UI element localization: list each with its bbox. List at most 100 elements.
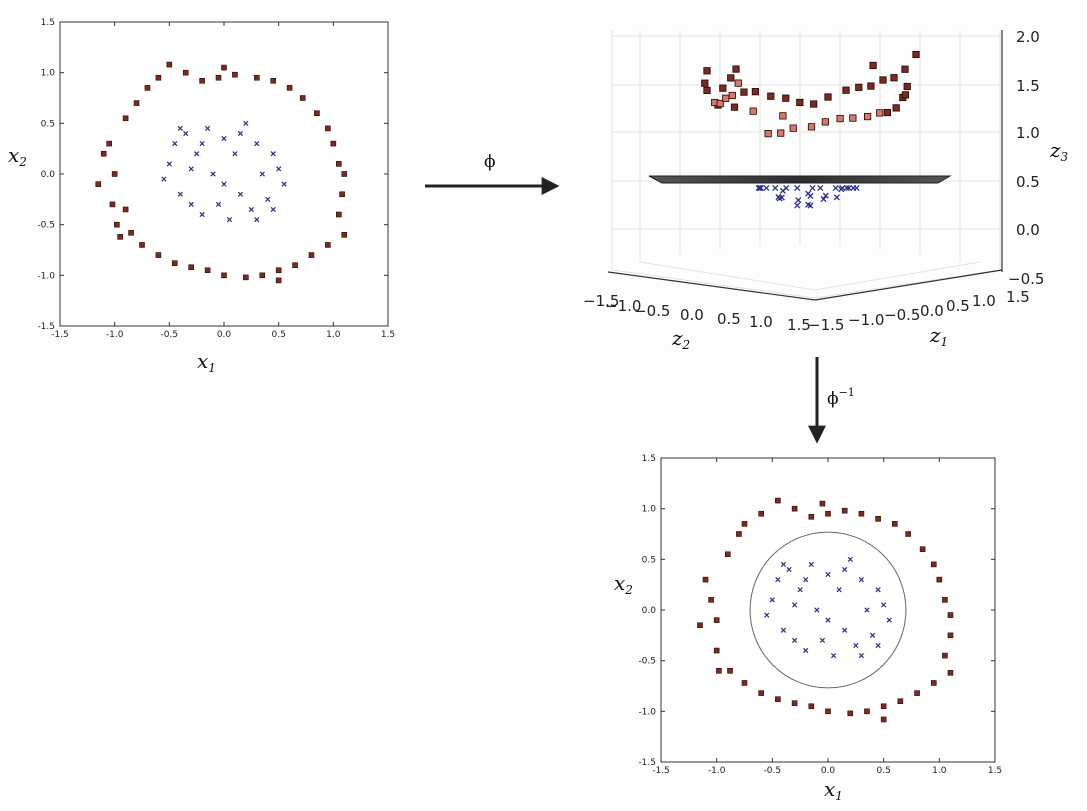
feature-outer-point — [836, 114, 844, 123]
outer-point — [947, 670, 954, 676]
outer-point — [775, 696, 781, 702]
input-plot-ticks: -1.5 -1.0 -0.5 0.0 0.5 1.0 1.5 1.5 1.0 0.5 0.0 -0.5… — [37, 18, 395, 340]
inner-point — [177, 125, 183, 132]
feature-inner-point — [843, 184, 850, 192]
feature-outer-point — [701, 79, 709, 87]
outer-point — [325, 125, 331, 132]
inner-point — [270, 206, 276, 213]
outer-point — [936, 576, 943, 583]
outer-point — [847, 710, 854, 717]
outer-point — [122, 115, 129, 122]
outer-point — [100, 150, 107, 157]
feature-outer-point — [869, 61, 877, 70]
outer-point — [905, 531, 911, 537]
feature-outer-point — [842, 86, 850, 94]
feature-inner-point — [795, 197, 802, 204]
y-tick-label: -0.5 — [638, 657, 656, 667]
outer-point — [335, 211, 342, 218]
z1-tick: 1.5 — [1006, 288, 1030, 306]
z2-tick: 0.0 — [680, 306, 704, 324]
inner-point — [199, 140, 205, 147]
decision-boundary-circle — [749, 531, 907, 689]
feature-outer-point — [719, 84, 727, 92]
x-tick-label: 0.5 — [272, 330, 286, 340]
z3-tick: 0.5 — [1016, 173, 1040, 191]
z3-tick: 1.5 — [1016, 77, 1040, 95]
z1-tick: 1.0 — [972, 292, 996, 310]
inner-point — [221, 181, 227, 187]
outer-point — [155, 252, 162, 258]
feature-outer-point — [890, 74, 898, 82]
feature-outer-point — [732, 65, 740, 73]
inner-point — [172, 140, 178, 147]
y-tick-label: 1.5 — [41, 18, 55, 28]
outer-point — [182, 69, 189, 76]
y-tick-label: 0.5 — [41, 119, 55, 129]
x-tick-label: -1.5 — [51, 330, 69, 340]
outer-point — [864, 708, 870, 715]
outer-point — [243, 274, 249, 281]
outer-point — [825, 510, 831, 517]
x-tick-label: -0.5 — [161, 330, 179, 340]
z1-tick: −0.5 — [884, 306, 920, 324]
x-tick-label: -1.5 — [652, 766, 670, 776]
inner-point — [281, 181, 287, 187]
outer-point — [741, 680, 748, 686]
inner-point — [204, 125, 211, 132]
x-tick-label: 1.0 — [326, 330, 341, 340]
outer-point — [325, 242, 331, 248]
z2-tick: 0.5 — [717, 310, 741, 328]
output-plot-frame — [660, 457, 996, 763]
y-tick-label: 1.0 — [41, 69, 56, 79]
outer-point — [708, 597, 714, 603]
outer-point — [891, 521, 898, 527]
z2-tick: 1.0 — [749, 313, 773, 331]
inner-point — [232, 151, 238, 157]
feature-outer-point — [879, 76, 887, 84]
feature-outer-point — [751, 88, 760, 96]
z1-tick: 0.5 — [946, 297, 970, 315]
feature-outer-point — [764, 129, 772, 138]
inner-point — [276, 166, 282, 172]
outer-point — [942, 652, 948, 659]
inner-point — [853, 642, 859, 649]
y-tick-label: 0.0 — [642, 606, 657, 616]
outer-point — [942, 597, 948, 603]
z1-tick: 0.0 — [920, 302, 944, 320]
inner-point — [791, 602, 798, 608]
inner-point — [210, 171, 216, 177]
inner-point — [237, 191, 244, 197]
inner-point — [226, 216, 233, 223]
feature-inner-point — [839, 184, 846, 192]
outer-point — [897, 698, 904, 705]
outer-point — [724, 551, 731, 558]
input-plot-y-label: x2 — [8, 143, 27, 169]
inverse-mapping-label: ϕ−1 — [827, 386, 855, 409]
y-tick-label: 0.5 — [642, 555, 656, 565]
inner-point — [808, 561, 814, 568]
inner-point — [814, 607, 820, 613]
x-tick-label: -0.5 — [764, 766, 782, 776]
y-tick-label: 0.0 — [41, 170, 56, 180]
outer-point — [914, 690, 920, 696]
feature-inner-point — [833, 194, 840, 201]
inner-point — [847, 556, 853, 562]
x-tick-label: 1.0 — [932, 766, 947, 776]
feature-outer-point — [876, 109, 884, 117]
feature-inner-point — [805, 201, 812, 208]
outer-point — [114, 221, 120, 228]
outer-point — [736, 531, 742, 537]
feature-outer-point — [777, 129, 785, 137]
inner-point — [166, 161, 172, 167]
outer-point — [254, 74, 260, 81]
inner-point — [215, 201, 222, 208]
z3-tick: −0.5 — [1008, 270, 1044, 288]
outer-point — [133, 100, 140, 106]
outer-point — [330, 140, 337, 147]
outer-point — [930, 680, 937, 686]
inner-point — [764, 612, 770, 618]
feature-inner-point — [809, 184, 816, 192]
feature-outer-point — [807, 123, 816, 131]
input-plot-x-label: x1 — [197, 349, 216, 375]
feature-outer-point — [892, 104, 900, 112]
